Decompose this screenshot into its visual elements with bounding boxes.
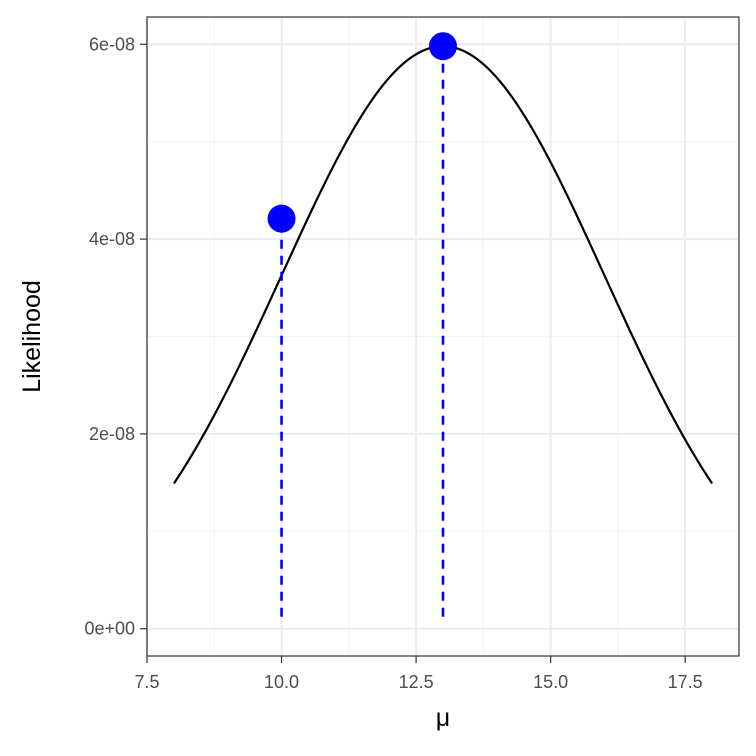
- y-tick-label: 4e-08: [89, 229, 135, 249]
- y-axis: 0e+00 2e-08 4e-08 6e-08: [84, 34, 147, 639]
- y-tick-label: 0e+00: [84, 619, 135, 639]
- x-axis: 7.5 10.0 12.5 15.0 17.5: [134, 656, 703, 692]
- x-tick-label: 10.0: [264, 672, 299, 692]
- x-tick-label: 7.5: [134, 672, 159, 692]
- x-axis-title: μ: [436, 704, 450, 732]
- droplines: [280, 56, 445, 617]
- panel-border: [146, 16, 740, 657]
- data-point: [429, 32, 457, 61]
- x-tick-label: 12.5: [399, 672, 434, 692]
- points: [267, 32, 457, 233]
- y-axis-title: Likelihood: [18, 280, 46, 393]
- x-tick-label: 15.0: [533, 672, 568, 692]
- y-tick-label: 2e-08: [89, 424, 135, 444]
- y-tick-label: 6e-08: [89, 34, 135, 54]
- x-tick-label: 17.5: [668, 672, 703, 692]
- data-point: [267, 204, 296, 233]
